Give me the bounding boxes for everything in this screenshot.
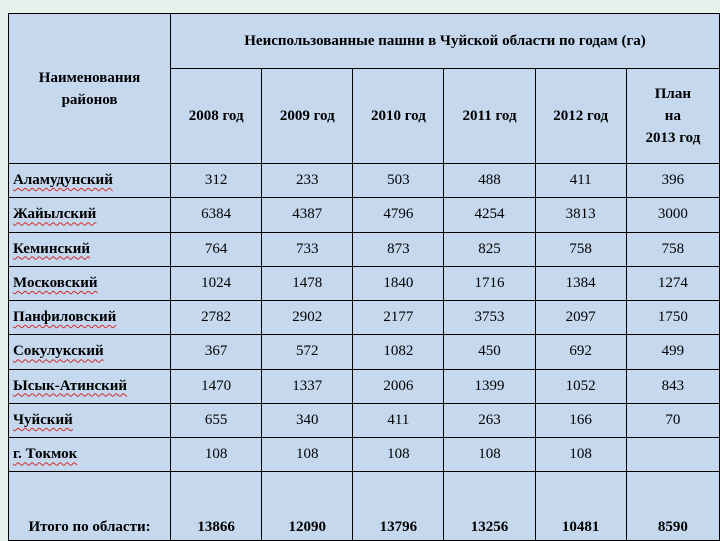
value-cell: 1024 [170, 265, 263, 302]
value-cell: 108 [352, 437, 445, 473]
year-header-2012: 2012 год [534, 68, 627, 164]
value-cell: 3813 [534, 197, 627, 233]
value-cell: 764 [170, 231, 263, 267]
total-value-cell: 13796 [352, 471, 445, 541]
district-name: Кеминский [7, 231, 172, 267]
value-cell: 1337 [261, 368, 354, 404]
value-cell: 503 [352, 162, 445, 199]
value-cell: 108 [261, 437, 354, 473]
district-name: Панфиловский [7, 300, 172, 336]
value-cell: 1716 [443, 265, 536, 302]
value-cell: 1384 [534, 265, 627, 302]
fallow-land-table: Наименования районов Неиспользованные па… [7, 13, 720, 541]
value-cell: 488 [443, 162, 536, 199]
value-cell: 1840 [352, 265, 445, 302]
value-cell: 733 [261, 231, 354, 267]
value-cell: 4796 [352, 197, 445, 233]
district-name: Сокулукский [7, 334, 172, 370]
total-value-cell: 10481 [534, 471, 627, 541]
table-row: Кеминский 764 733 873 825 758 758 [7, 231, 720, 267]
value-cell: 1052 [534, 368, 627, 404]
value-cell: 1274 [625, 265, 720, 302]
total-value-cell: 13256 [443, 471, 536, 541]
year-header-2009: 2009 год [261, 68, 354, 164]
value-cell: 758 [534, 231, 627, 267]
year-header-2011: 2011 год [443, 68, 536, 164]
value-cell: 450 [443, 334, 536, 370]
total-value-cell: 12090 [261, 471, 354, 541]
table-row: Панфиловский 2782 2902 2177 3753 2097 17… [7, 300, 720, 336]
value-cell: 312 [170, 162, 263, 199]
table-row: Сокулукский 367 572 1082 450 692 499 [7, 334, 720, 370]
value-cell: 3753 [443, 300, 536, 336]
value-cell: 1750 [625, 300, 720, 336]
total-value-cell: 8590 [625, 471, 720, 541]
table-row: Чуйский 655 340 411 263 166 70 [7, 402, 720, 439]
value-cell: 1082 [352, 334, 445, 370]
total-value-cell: 13866 [170, 471, 263, 541]
value-cell: 2177 [352, 300, 445, 336]
year-header-2008: 2008 год [170, 68, 263, 164]
table-row: г. Токмок 108 108 108 108 108 [7, 437, 720, 473]
value-cell: 367 [170, 334, 263, 370]
value-cell: 233 [261, 162, 354, 199]
value-cell: 3000 [625, 197, 720, 233]
district-name: Чуйский [7, 402, 172, 439]
value-cell: 108 [443, 437, 536, 473]
value-cell: 166 [534, 402, 627, 439]
value-cell: 340 [261, 402, 354, 439]
value-cell: 825 [443, 231, 536, 267]
value-cell: 411 [352, 402, 445, 439]
value-cell: 411 [534, 162, 627, 199]
value-cell: 572 [261, 334, 354, 370]
district-name: г. Токмок [7, 437, 172, 473]
value-cell: 758 [625, 231, 720, 267]
total-label: Итого по области: [7, 471, 172, 541]
district-name: Московский [7, 265, 172, 302]
value-cell: 6384 [170, 197, 263, 233]
district-column-header: Наименования районов [7, 13, 172, 164]
district-name: Аламудунский [7, 162, 172, 199]
table-title: Неиспользованные пашни в Чуйской области… [170, 13, 720, 69]
value-cell: 108 [170, 437, 263, 473]
value-cell: 1478 [261, 265, 354, 302]
value-cell: 4254 [443, 197, 536, 233]
value-cell: 2097 [534, 300, 627, 336]
value-cell [625, 437, 720, 473]
total-row: Итого по области: 13866 12090 13796 1325… [7, 471, 720, 541]
value-cell: 2006 [352, 368, 445, 404]
district-name: Жайылский [7, 197, 172, 233]
value-cell: 2902 [261, 300, 354, 336]
value-cell: 843 [625, 368, 720, 404]
value-cell: 655 [170, 402, 263, 439]
value-cell: 692 [534, 334, 627, 370]
table-row: Московский 1024 1478 1840 1716 1384 1274 [7, 265, 720, 302]
district-name: Ысык-Атинский [7, 368, 172, 404]
value-cell: 873 [352, 231, 445, 267]
value-cell: 70 [625, 402, 720, 439]
value-cell: 1470 [170, 368, 263, 404]
value-cell: 108 [534, 437, 627, 473]
table-row: Аламудунский 312 233 503 488 411 396 [7, 162, 720, 199]
value-cell: 263 [443, 402, 536, 439]
value-cell: 2782 [170, 300, 263, 336]
year-header-2010: 2010 год [352, 68, 445, 164]
value-cell: 1399 [443, 368, 536, 404]
table-row: Жайылский 6384 4387 4796 4254 3813 3000 [7, 197, 720, 233]
value-cell: 4387 [261, 197, 354, 233]
plan-2013-header: План на 2013 год [625, 68, 720, 164]
table-row: Ысык-Атинский 1470 1337 2006 1399 1052 8… [7, 368, 720, 404]
value-cell: 499 [625, 334, 720, 370]
value-cell: 396 [625, 162, 720, 199]
